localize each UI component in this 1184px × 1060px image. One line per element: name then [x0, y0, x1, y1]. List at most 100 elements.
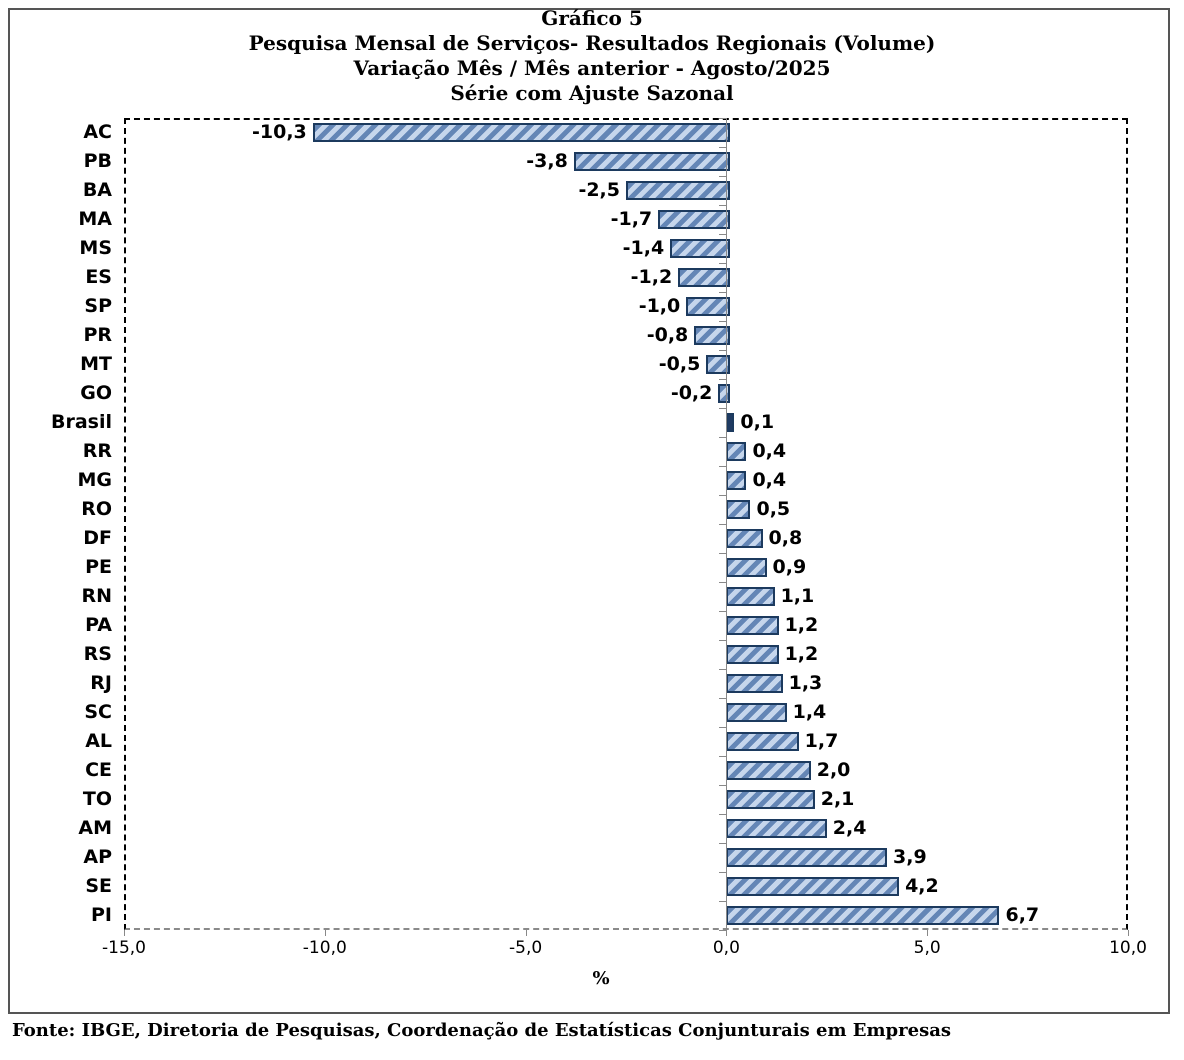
- bar: [718, 384, 731, 403]
- category-axis-tick: [719, 205, 727, 206]
- bar: [726, 790, 815, 809]
- category-label: SP: [84, 295, 112, 317]
- value-label: 0,8: [768, 527, 803, 549]
- bar: [726, 703, 787, 722]
- x-axis-tick-label: 0,0: [712, 938, 740, 958]
- category-axis-tick: [719, 669, 727, 670]
- value-label: 1,3: [788, 672, 823, 694]
- value-label: 1,4: [792, 701, 827, 723]
- value-label: 0,5: [756, 498, 791, 520]
- bar: [726, 587, 775, 606]
- category-axis-tick: [719, 263, 727, 264]
- bar: [726, 471, 747, 490]
- category-label: AM: [78, 817, 112, 839]
- bar: [726, 442, 747, 461]
- category-label: SC: [84, 701, 112, 723]
- category-label: PB: [83, 150, 112, 172]
- category-label: MG: [77, 469, 112, 491]
- category-axis-tick: [719, 814, 727, 815]
- value-label: -0,8: [646, 324, 689, 346]
- category-label: BA: [82, 179, 112, 201]
- chart-title-line3: Variação Mês / Mês anterior - Agosto/202…: [353, 56, 831, 80]
- source-note: Fonte: IBGE, Diretoria de Pesquisas, Coo…: [12, 1020, 952, 1041]
- category-label: PA: [85, 614, 112, 636]
- bar: [726, 848, 887, 867]
- value-label: 2,1: [820, 788, 855, 810]
- value-label: 0,4: [752, 440, 787, 462]
- bar: [726, 500, 751, 519]
- bar: [726, 761, 811, 780]
- category-axis-tick: [719, 350, 727, 351]
- x-axis-tick-label: -5,0: [509, 938, 543, 958]
- category-axis-tick: [719, 582, 727, 583]
- category-axis-tick: [719, 872, 727, 873]
- category-axis-tick: [719, 785, 727, 786]
- category-axis-tick: [719, 640, 727, 641]
- category-label: MA: [78, 208, 112, 230]
- category-label: RS: [83, 643, 112, 665]
- x-axis-tick: [1128, 930, 1129, 936]
- category-label: AC: [83, 121, 112, 143]
- x-axis-tick-label: -10,0: [302, 938, 347, 958]
- x-axis-tick-label: 5,0: [913, 938, 941, 958]
- category-axis-tick: [719, 901, 727, 902]
- x-axis-title: %: [592, 968, 610, 989]
- category-axis-tick: [719, 147, 727, 148]
- category-label: RO: [81, 498, 112, 520]
- bar: [686, 297, 731, 316]
- category-axis-tick: [719, 437, 727, 438]
- category-axis-tick: [719, 176, 727, 177]
- value-label: -3,8: [526, 150, 568, 172]
- x-axis-tick: [927, 930, 929, 936]
- bar: [726, 645, 779, 664]
- bar: [726, 558, 767, 577]
- bar: [312, 123, 731, 142]
- value-label: -0,2: [670, 382, 713, 404]
- category-axis-tick: [719, 553, 727, 554]
- category-axis-tick: [719, 408, 727, 409]
- category-label: TO: [82, 788, 112, 810]
- bar: [726, 732, 799, 751]
- category-label: SE: [85, 875, 112, 897]
- category-axis-tick: [719, 698, 727, 699]
- category-label: PI: [91, 904, 112, 926]
- value-label: 1,2: [784, 643, 819, 665]
- value-label: 6,7: [1005, 904, 1040, 926]
- value-label: -0,5: [658, 353, 701, 375]
- x-axis-tick: [124, 930, 125, 936]
- bar: [726, 906, 1000, 925]
- chart-title-block: Gráfico 5 Pesquisa Mensal de Serviços- R…: [0, 6, 1184, 106]
- category-label: RJ: [90, 672, 112, 694]
- value-label: 0,4: [752, 469, 787, 491]
- bar: [706, 355, 731, 374]
- category-label: PE: [85, 556, 112, 578]
- category-axis-tick: [719, 321, 727, 322]
- value-label: 1,1: [780, 585, 815, 607]
- chart-title-line4: Série com Ajuste Sazonal: [450, 81, 734, 105]
- category-label: MS: [79, 237, 112, 259]
- category-axis-tick: [719, 118, 727, 119]
- bar: [678, 268, 731, 287]
- category-axis-tick: [719, 727, 727, 728]
- value-label: -1,7: [610, 208, 653, 230]
- bar: [726, 877, 900, 896]
- x-axis-tick-label: -15,0: [102, 938, 146, 958]
- value-label: -1,2: [630, 266, 673, 288]
- value-label: 0,9: [772, 556, 807, 578]
- chart-frame: [8, 8, 1170, 1014]
- x-axis-tick: [525, 930, 527, 936]
- category-axis-tick: [719, 843, 727, 844]
- category-label: CE: [85, 759, 112, 781]
- bar: [726, 413, 735, 432]
- category-axis-tick: [719, 524, 727, 525]
- bar: [694, 326, 731, 345]
- value-label: 4,2: [905, 875, 939, 897]
- value-label: -2,5: [578, 179, 620, 201]
- category-label: Brasil: [50, 411, 112, 433]
- category-label: RN: [81, 585, 112, 607]
- category-axis-tick: [719, 379, 727, 380]
- value-label: -1,0: [638, 295, 681, 317]
- bar: [726, 616, 779, 635]
- bar: [573, 152, 731, 171]
